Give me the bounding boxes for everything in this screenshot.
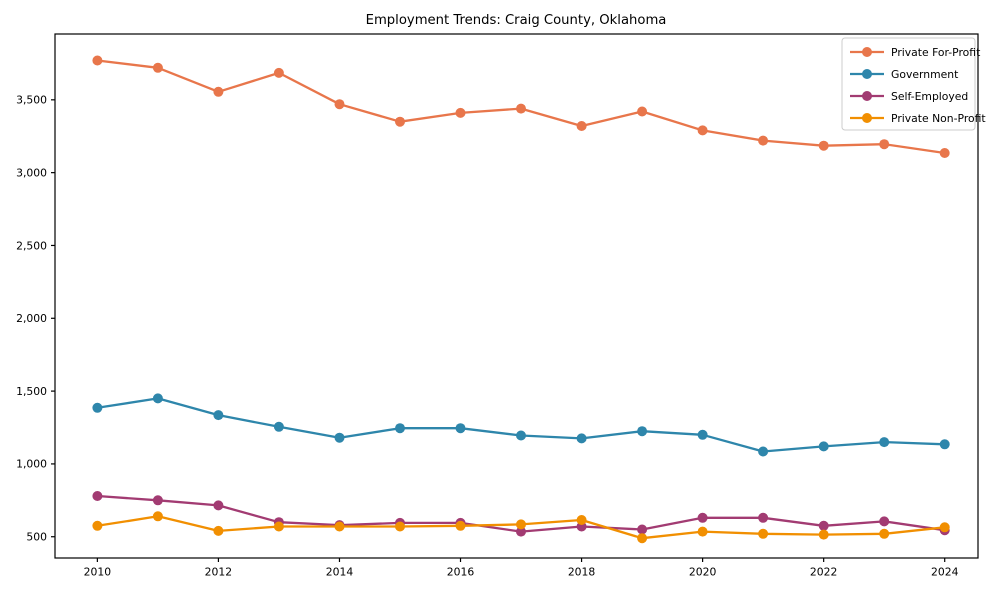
x-tick-label: 2010 — [84, 566, 112, 579]
data-point — [697, 429, 708, 440]
data-point — [939, 148, 950, 158]
data-point — [637, 524, 648, 535]
x-tick-label: 2020 — [689, 566, 717, 579]
y-tick-label: 3,000 — [16, 166, 47, 179]
x-tick-label: 2016 — [447, 566, 475, 579]
data-point — [818, 441, 829, 452]
axes-layer: 500 1,000 1,500 2,000 2,500 3,000 3,500 2010 201… — [16, 94, 958, 579]
data-point — [395, 521, 405, 532]
data-point — [818, 529, 829, 540]
data-point — [334, 99, 345, 110]
data-point — [92, 55, 103, 66]
legend-label: Private For-Profit — [891, 46, 980, 59]
data-point — [213, 525, 224, 536]
data-point — [92, 491, 103, 501]
data-point — [879, 516, 890, 527]
legend-marker — [862, 47, 872, 57]
data-point — [818, 140, 829, 151]
data-point — [516, 103, 526, 114]
x-tick-label: 2014 — [326, 566, 354, 579]
y-tick-label: 2,000 — [16, 312, 47, 325]
data-point — [758, 446, 769, 457]
data-point — [576, 121, 587, 131]
data-point — [152, 511, 163, 522]
data-point — [697, 526, 708, 537]
legend-marker — [862, 91, 872, 101]
legend-label: Government — [891, 68, 958, 81]
data-point — [879, 139, 890, 150]
data-point — [395, 116, 405, 127]
plot-border — [54, 33, 979, 559]
data-point — [879, 437, 890, 448]
data-point — [758, 512, 769, 523]
data-point — [697, 512, 708, 523]
legend-marker — [862, 113, 872, 123]
data-point — [758, 528, 769, 539]
data-point — [758, 135, 769, 146]
data-point — [92, 402, 103, 413]
data-point — [879, 528, 890, 539]
x-tick-label: 2012 — [205, 566, 232, 579]
data-point — [334, 432, 345, 443]
data-point — [213, 500, 224, 511]
data-point — [576, 515, 587, 525]
data-point — [395, 423, 405, 434]
data-point — [213, 86, 224, 97]
data-point — [152, 62, 163, 73]
data-point — [92, 520, 103, 531]
data-point — [152, 495, 163, 506]
legend-box — [841, 37, 976, 131]
x-tick-label: 2024 — [931, 566, 959, 579]
data-point — [273, 421, 284, 432]
legend-label: Private Non-Profit — [891, 112, 986, 125]
data-point — [818, 520, 829, 531]
data-point — [213, 410, 224, 421]
data-point — [637, 106, 648, 117]
data-point — [939, 522, 950, 533]
data-point — [516, 526, 526, 537]
data-point — [516, 519, 526, 530]
y-tick-label: 500 — [26, 531, 47, 544]
legend-marker — [862, 69, 872, 79]
chart-title: Employment Trends: Craig County, Oklahom… — [366, 13, 667, 28]
series-layer — [92, 55, 950, 544]
data-point — [273, 521, 284, 532]
data-point — [939, 439, 950, 450]
y-tick-label: 3,500 — [16, 94, 47, 107]
legend: Private For-Profit Government Self-Employe… — [841, 37, 986, 131]
plot-area — [54, 33, 979, 559]
data-point — [152, 393, 163, 404]
data-point — [516, 430, 526, 441]
x-tick-label: 2018 — [568, 566, 596, 579]
y-tick-label: 2,500 — [16, 239, 47, 252]
legend-label: Self-Employed — [891, 90, 968, 103]
data-point — [697, 125, 708, 136]
data-point — [637, 426, 648, 437]
data-point — [455, 520, 466, 531]
data-point — [637, 533, 648, 544]
y-tick-label: 1,000 — [16, 458, 47, 471]
data-point — [334, 521, 345, 532]
y-tick-label: 1,500 — [16, 385, 47, 398]
data-point — [576, 433, 587, 444]
data-point — [273, 67, 284, 78]
data-point — [455, 423, 466, 434]
x-tick-label: 2022 — [810, 566, 837, 579]
data-point — [455, 107, 466, 118]
